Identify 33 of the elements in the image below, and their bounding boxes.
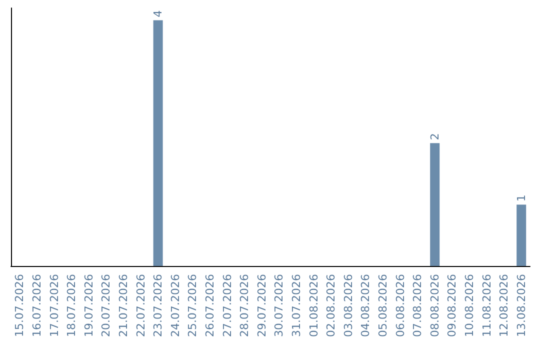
x-tick-label: 05.08.2026: [376, 274, 390, 338]
x-tick-label: 22.07.2026: [134, 274, 148, 338]
x-tick-label: 18.07.2026: [65, 274, 78, 338]
x-tick-label: 10.08.2026: [462, 274, 476, 338]
x-tick-label: 16.07.2026: [30, 274, 44, 338]
data-label: 4: [152, 10, 165, 18]
x-tick-label: 13.08.2026: [514, 274, 528, 338]
x-tick-label: 29.07.2026: [255, 274, 268, 338]
x-tick-label: 27.07.2026: [220, 274, 234, 338]
x-tick-label: 23.07.2026: [152, 274, 165, 338]
data-label: 1: [514, 194, 528, 202]
x-tick-label: 30.07.2026: [272, 274, 286, 338]
x-tick-label: 09.08.2026: [446, 274, 459, 338]
x-tick-label: 15.07.2026: [13, 274, 26, 338]
x-tick-label: 08.08.2026: [428, 274, 442, 338]
x-tick-label: 06.08.2026: [394, 274, 407, 338]
data-label: 2: [428, 133, 442, 140]
x-tick-label: 11.08.2026: [480, 274, 494, 338]
x-tick-label: 25.07.2026: [186, 274, 200, 338]
x-tick-label: 28.07.2026: [238, 274, 252, 338]
x-tick-label: 26.07.2026: [203, 274, 216, 338]
x-tick-label: 24.07.2026: [168, 274, 182, 338]
x-tick-label: 03.08.2026: [342, 274, 355, 338]
x-tick-label: 21.07.2026: [116, 274, 130, 338]
x-tick-label: 07.08.2026: [411, 274, 424, 338]
x-tick-label: 31.07.2026: [290, 274, 303, 338]
x-tick-label: 17.07.2026: [48, 274, 61, 338]
x-tick-label: 12.08.2026: [498, 274, 511, 338]
x-tick-label: 02.08.2026: [324, 274, 338, 338]
x-tick-label: 19.07.2026: [82, 274, 96, 338]
x-tick-label: 04.08.2026: [359, 274, 372, 338]
x-tick-label: 20.07.2026: [100, 274, 113, 338]
x-tick-label: 01.08.2026: [307, 274, 320, 338]
